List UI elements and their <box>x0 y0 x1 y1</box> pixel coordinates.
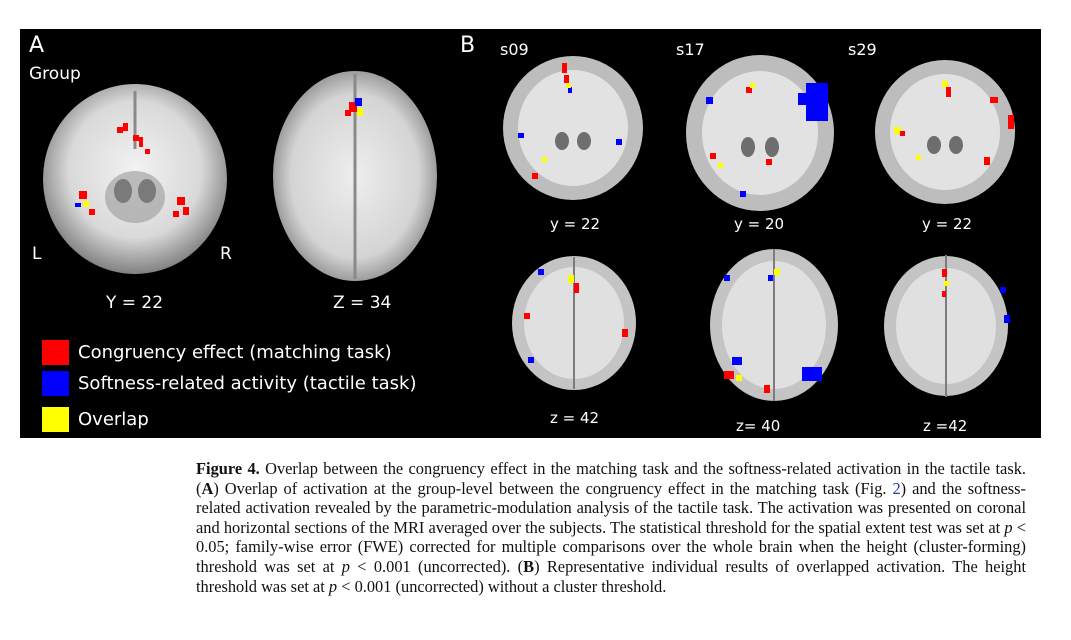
group-coronal-brain-image <box>43 84 227 274</box>
s17-coronal-slice-label: y = 20 <box>734 215 785 233</box>
caption-text: < 0.05; family-wise error (FWE) correcte… <box>196 517 1026 576</box>
s09-coronal-slice-label: y = 22 <box>550 215 601 233</box>
legend-item-softness: Softness-related activity (tactile task) <box>42 371 416 396</box>
yellow-swatch-icon <box>42 407 69 432</box>
legend-label: Softness-related activity (tactile task) <box>78 373 417 394</box>
legend-item-overlap: Overlap <box>42 407 149 432</box>
subject-label-s29: s29 <box>848 40 877 59</box>
s29-coronal-brain-image <box>875 60 1015 204</box>
s09-axial-slice-label: z = 42 <box>550 409 600 427</box>
group-label: Group <box>29 64 81 84</box>
figure-panel: A Group L R Y = 22 <box>20 29 1041 438</box>
caption-p-symbol: p <box>341 556 350 576</box>
s29-axial-slice-label: z =42 <box>923 417 968 435</box>
legend-label: Congruency effect (matching task) <box>78 342 392 363</box>
s17-axial-brain-image <box>710 249 838 401</box>
s29-axial-brain-image <box>884 255 1010 397</box>
legend-label: Overlap <box>78 409 149 430</box>
caption-panel-ref: A <box>201 478 214 498</box>
group-axial-slice-label: Z = 34 <box>333 293 392 313</box>
caption-text: < 0.001 (uncorrected) without a cluster … <box>337 576 667 596</box>
panel-a-letter: A <box>29 33 45 58</box>
caption-p-symbol: p <box>328 576 338 596</box>
left-hemisphere-label: L <box>32 244 42 264</box>
group-axial-brain-image <box>273 71 437 281</box>
s17-coronal-brain-image <box>686 55 834 211</box>
caption-text: Overlap between the congruency effect in… <box>196 459 1026 498</box>
panel-b-letter: B <box>460 33 476 58</box>
subject-label-s09: s09 <box>500 40 529 59</box>
caption-panel-ref: B <box>523 556 535 576</box>
figure-label: Figure 4. <box>196 459 260 478</box>
caption-text: ) and the softness-related activation re… <box>196 478 1026 537</box>
subject-label-s17: s17 <box>676 40 705 59</box>
s09-coronal-brain-image <box>503 56 643 200</box>
caption-p-symbol: p <box>1004 517 1013 537</box>
right-hemisphere-label: R <box>220 244 232 264</box>
caption-text: < 0.001 (uncorrected). ( <box>349 556 524 576</box>
blue-swatch-icon <box>42 371 69 396</box>
s29-coronal-slice-label: y = 22 <box>922 215 973 233</box>
figure-reference-link[interactable]: 2 <box>892 478 901 498</box>
group-coronal-slice-label: Y = 22 <box>106 293 164 313</box>
caption-text: ) Overlap of activation at the group-lev… <box>213 478 893 498</box>
caption-text: ) Representative individual results of o… <box>196 556 1027 596</box>
red-swatch-icon <box>42 340 69 365</box>
s09-axial-brain-image <box>512 256 636 390</box>
s17-axial-slice-label: z= 40 <box>736 417 781 435</box>
legend-item-congruency: Congruency effect (matching task) <box>42 340 392 365</box>
figure-caption: Figure 4. Overlap between the congruency… <box>196 459 1026 596</box>
